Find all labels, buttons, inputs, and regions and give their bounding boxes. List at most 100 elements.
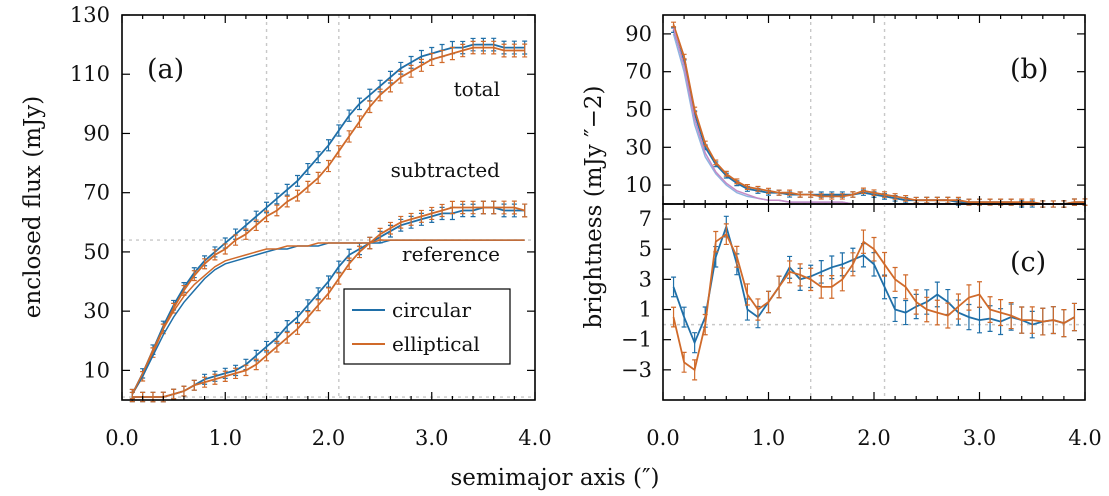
panel-b-errorbar [787, 189, 793, 196]
panel-b-errorbar [797, 191, 803, 198]
panel-b-errorbar [755, 185, 761, 192]
panel-c-errorbar [955, 293, 961, 320]
panel-a-errorbar [305, 162, 311, 176]
panel-c-tag: (c) [1010, 247, 1046, 278]
panel-a-errorbar [284, 183, 290, 196]
panel-a-ytick-label: 130 [70, 3, 110, 27]
panel-a-errorbar [439, 49, 445, 64]
panel-b-errorbar [860, 187, 866, 195]
panel-c-errorbar [702, 313, 708, 336]
panel-a-errorbar [356, 115, 362, 128]
panel-a-errorbar [284, 331, 290, 344]
panel-a-errorbar [356, 97, 362, 111]
panel-b-errorbar [744, 183, 750, 191]
panel-a-errorbar [418, 209, 424, 223]
panel-c-errorbar [776, 275, 782, 299]
panel-c-xtick-label: 3.0 [963, 426, 996, 450]
panel-a-errorbar [398, 215, 404, 229]
panel-b-errorbar [829, 193, 835, 200]
panel-a-frame [121, 14, 536, 401]
panel-b-ytick-label: 10 [625, 173, 652, 197]
panel-c-errorbar [892, 297, 898, 323]
panel-c-errorbar [882, 251, 888, 277]
panel-a-errorbar [326, 275, 331, 288]
panel-c-errorbar [723, 223, 729, 246]
panel-c-xtick-label: 1.0 [752, 426, 785, 450]
panel-a-errorbar [511, 43, 517, 58]
panel-a-errorbar [336, 272, 342, 285]
panel-a-errorbar [315, 151, 321, 164]
panel-a-errorbar [501, 43, 507, 58]
panel-a-errorbar [171, 388, 177, 400]
panel-a-errorbar [295, 322, 301, 335]
legend: circular elliptical [343, 288, 511, 365]
panel-c-errorbar [913, 289, 919, 315]
panel-a-series-elliptical-reference [131, 239, 525, 395]
panel-c-errorbar [681, 351, 687, 373]
panel-b-errorbar [945, 196, 951, 204]
panel-a-errorbar [295, 174, 301, 187]
panel-a-errorbar [336, 124, 342, 137]
panel-a-errorbar [346, 109, 352, 122]
panel-c-errorbar [1008, 301, 1014, 330]
panel-a-ytick-label: 70 [83, 181, 110, 205]
panel-c-ytick-label: 1 [639, 298, 652, 322]
panel-c-errorbar [692, 332, 698, 354]
panel-c-ytick-label: −1 [621, 328, 652, 352]
panel-c-errorbar [808, 267, 814, 292]
panel-c-errorbar [671, 276, 677, 298]
panel-a-errorbar [387, 79, 393, 93]
panel-c-ytick-label: 7 [639, 207, 652, 231]
panel-b-ylabel: brightness (mJy ″−2) [581, 86, 607, 329]
panel-a-errorbar [336, 145, 342, 158]
panel-a-errorbar [222, 243, 228, 255]
panel-a-errorbar [264, 210, 270, 223]
panel-a-ytick-label: 110 [70, 62, 110, 86]
panel-a-errorbar [326, 287, 331, 300]
panel-c-errorbar [744, 283, 750, 306]
panel-c-errorbar [1019, 306, 1025, 334]
panel-b-ticks: 10 30 50 70 90 [625, 15, 1086, 204]
panel-c-errorbar [850, 252, 856, 277]
panel-b-ytick-label: 90 [625, 22, 652, 46]
x-axis-label: semimajor axis (″) [450, 465, 659, 491]
panel-a-errorbar [470, 40, 476, 55]
panel-c-errorbar [839, 267, 845, 292]
annotation-subtracted: subtracted [391, 158, 501, 182]
panel-b-ytick-label: 50 [625, 98, 652, 122]
panel-a-errorbar [449, 200, 455, 215]
panel-a-errorbar [202, 376, 208, 388]
panel-c-errorbar [818, 275, 824, 299]
panel-a-ytick-label: 90 [83, 121, 110, 145]
panel-b-errorbar [766, 187, 771, 194]
panel-a-ytick-label: 30 [83, 299, 110, 323]
panel-c-errorbar [829, 275, 835, 299]
panel-a-errorbar [326, 139, 331, 152]
panel-b-errorbar [839, 193, 845, 200]
panel-b-ytick-label: 30 [625, 135, 652, 159]
panel-c-ticks: 0.0 1.0 2.0 3.0 4.0 −3 −1 1 3 5 7 [621, 204, 1102, 450]
panel-c-ytick-label: −3 [621, 358, 652, 382]
panel-b-errorbar [818, 193, 824, 200]
panel-c-xtick-label: 4.0 [1068, 426, 1101, 450]
panel-a-ticks: 0.0 1.0 2.0 3.0 4.0 10 30 50 70 90 110 130 [70, 3, 552, 450]
panel-a-xtick-label: 1.0 [209, 426, 242, 450]
panel-a-ylabel: enclosed flux (mJy) [20, 96, 46, 318]
panel-b-errorbar [671, 21, 677, 28]
legend-label-elliptical: elliptical [392, 332, 480, 356]
panel-b-errorbar [892, 193, 898, 200]
panel-a-errorbar [295, 311, 301, 324]
panel-a-errorbar [274, 192, 280, 205]
panel-c-errorbar [945, 302, 951, 329]
panel-a-errorbar [326, 159, 331, 173]
panel-b-ytick-label: 70 [625, 60, 652, 84]
panel-a-xtick-label: 0.0 [105, 426, 138, 450]
panel-c-errorbar [1071, 302, 1077, 332]
panel-a-errorbar [295, 189, 301, 202]
panel-a-errorbar [511, 200, 517, 215]
panel-a-errorbar [305, 311, 311, 324]
panel-a-errorbar [408, 212, 414, 226]
panel-a-errorbar [315, 299, 321, 312]
panel-b-errorbar [882, 191, 888, 198]
panel-c: 0.0 1.0 2.0 3.0 4.0 −3 −1 1 3 5 7 (c) [621, 203, 1102, 450]
